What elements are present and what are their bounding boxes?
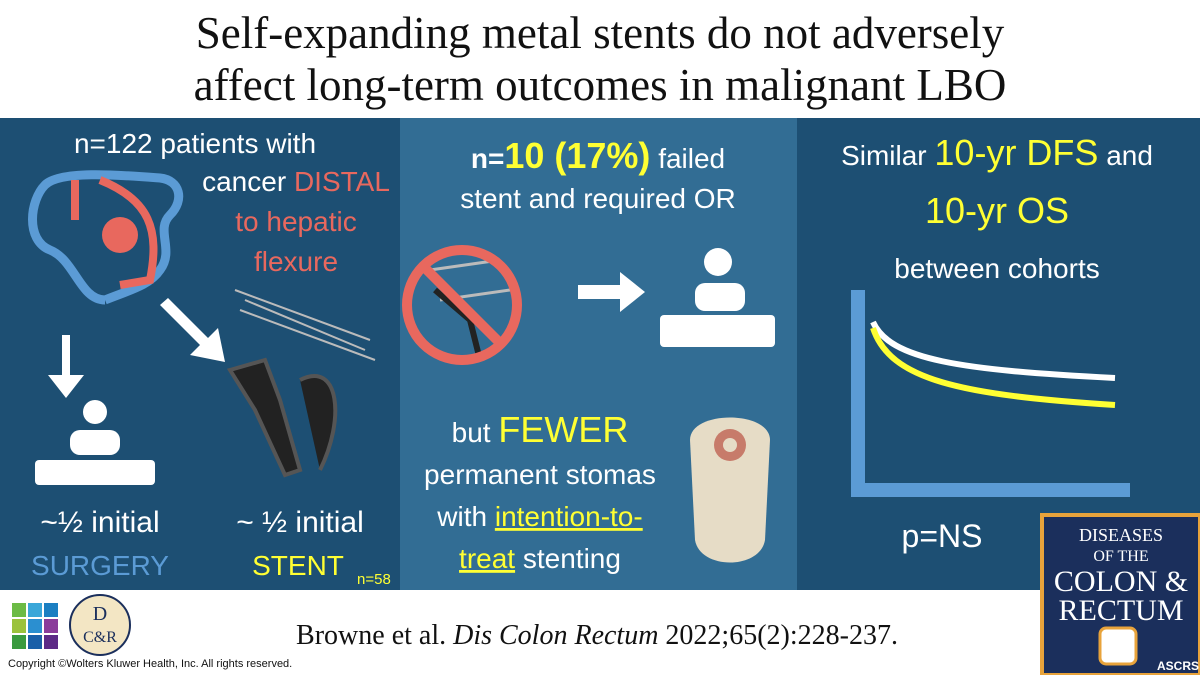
p-value: p=NS (902, 518, 983, 554)
text-run: 10 (17%) (504, 135, 650, 176)
text-run: treat (459, 543, 515, 574)
citation: Browne et al. Dis Colon Rectum 2022;65(2… (296, 620, 898, 651)
text-run: intention-to- (495, 501, 643, 532)
title-line: affect long-term outcomes in malignant L… (194, 60, 1007, 110)
sample-size: n=58 (357, 571, 391, 588)
text-run: Similar (841, 140, 927, 171)
panel-text: between cohorts (894, 253, 1099, 284)
text-run: FEWER (498, 409, 628, 450)
logo-text: RECTUM (1058, 594, 1183, 627)
panel-text: permanent stomas (424, 459, 656, 490)
colon-segment (71, 176, 158, 289)
text-run: failed (658, 143, 725, 174)
panel-text: to hepatic (235, 206, 356, 237)
text-run: Browne et al. (296, 620, 446, 651)
stent-illustration (234, 289, 376, 361)
panel-text: stent and required OR (460, 183, 736, 214)
text-run: Dis Colon Rectum (452, 620, 658, 651)
logo-icon (1098, 626, 1138, 666)
logo-text: ASCRS (1157, 659, 1199, 673)
logo-text: D (93, 603, 107, 625)
panel-text: Similar 10-yr DFS and (841, 132, 1153, 173)
panel-text: with intention-to- (436, 501, 642, 532)
panel-text: but FEWER (452, 409, 629, 450)
text-run: 10-yr DFS (934, 132, 1098, 173)
panel-text: n=10 (17%) failed (471, 135, 725, 176)
text-run: and (1106, 140, 1153, 171)
colon-illustration (28, 170, 184, 305)
surgery-icon (35, 400, 155, 485)
logo-text: C&R (83, 629, 117, 646)
survival-curve (870, 327, 1116, 408)
text-run: n= (471, 143, 504, 174)
panel-text: cancer DISTAL (202, 166, 390, 197)
logo-text: COLON & (1054, 565, 1188, 598)
arrow (160, 298, 225, 362)
arrow (48, 335, 84, 398)
stoma-bag (690, 417, 770, 563)
arrow (578, 272, 645, 312)
society-logo (69, 594, 131, 656)
publisher-logo (12, 603, 58, 649)
endoscope-illustration (226, 357, 338, 478)
copyright: Copyright ©Wolters Kluwer Health, Inc. A… (8, 658, 292, 670)
survival-curve (870, 320, 1116, 381)
tumor (102, 217, 138, 253)
panel-text: treat stenting (459, 543, 621, 574)
text-run: cancer (202, 166, 286, 197)
text-run: stenting (523, 543, 621, 574)
text-run: but (452, 417, 491, 448)
survival-axes (851, 290, 1130, 497)
no-stent-icon (402, 245, 522, 365)
panel-text: n=122 patients with (74, 128, 316, 159)
text-run: with (436, 501, 487, 532)
panel-text: flexure (254, 246, 338, 277)
title-line: Self-expanding metal stents do not adver… (196, 8, 1005, 58)
logo-text: DISEASES (1079, 525, 1163, 545)
panel-text: SURGERY (31, 550, 169, 581)
panel-text: ~ ½ initial (236, 506, 364, 539)
text-run: 2022;65(2):228-237. (665, 620, 898, 651)
surgery-icon (660, 248, 775, 347)
logo-text: OF THE (1093, 548, 1148, 565)
panel-text: 10-yr OS (925, 190, 1069, 231)
panel-text: ~½ initial (40, 506, 159, 539)
text-run: DISTAL (294, 166, 390, 197)
panel-text: STENT (252, 550, 344, 581)
